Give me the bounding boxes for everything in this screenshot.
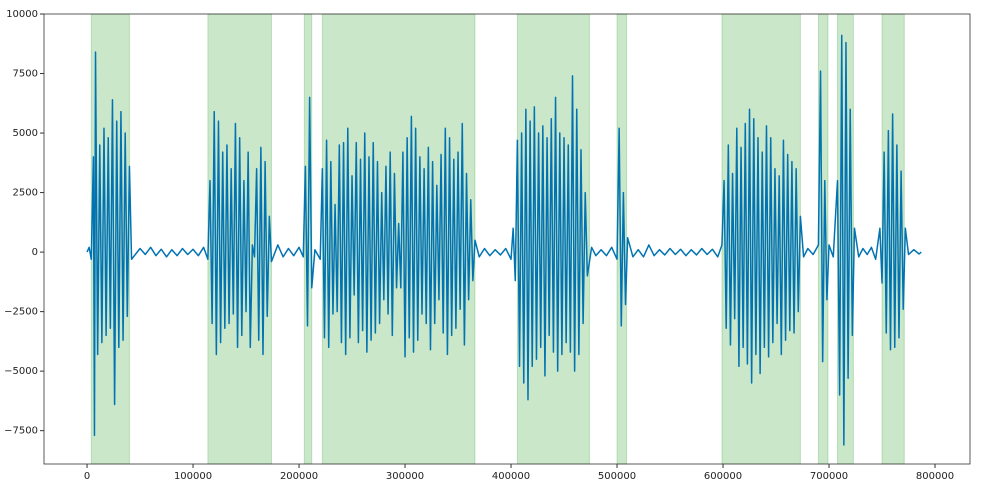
x-tick-label: 200000	[280, 471, 318, 482]
x-tick-label: 300000	[386, 471, 424, 482]
x-tick-label: 500000	[598, 471, 636, 482]
x-tick-label: 800000	[916, 471, 954, 482]
highlight-span	[616, 13, 628, 465]
y-tick-label: 0	[32, 247, 38, 258]
x-tick-label: 0	[84, 471, 90, 482]
highlight-span	[90, 13, 130, 465]
x-tick-label: 400000	[492, 471, 530, 482]
x-tick-label: 100000	[174, 471, 212, 482]
y-tick-label: −2500	[4, 307, 38, 318]
y-tick-label: −7500	[4, 426, 38, 437]
y-tick-label: −5000	[4, 366, 38, 377]
y-tick-label: 10000	[6, 9, 38, 20]
waveform-line	[86, 34, 922, 446]
x-tick-label: 700000	[810, 471, 848, 482]
x-tick-label: 600000	[704, 471, 742, 482]
y-tick-label: 2500	[13, 188, 38, 199]
highlight-span	[207, 13, 272, 465]
y-tick-label: 5000	[13, 128, 38, 139]
y-tick-label: 7500	[13, 69, 38, 80]
plot-frame	[43, 13, 971, 465]
